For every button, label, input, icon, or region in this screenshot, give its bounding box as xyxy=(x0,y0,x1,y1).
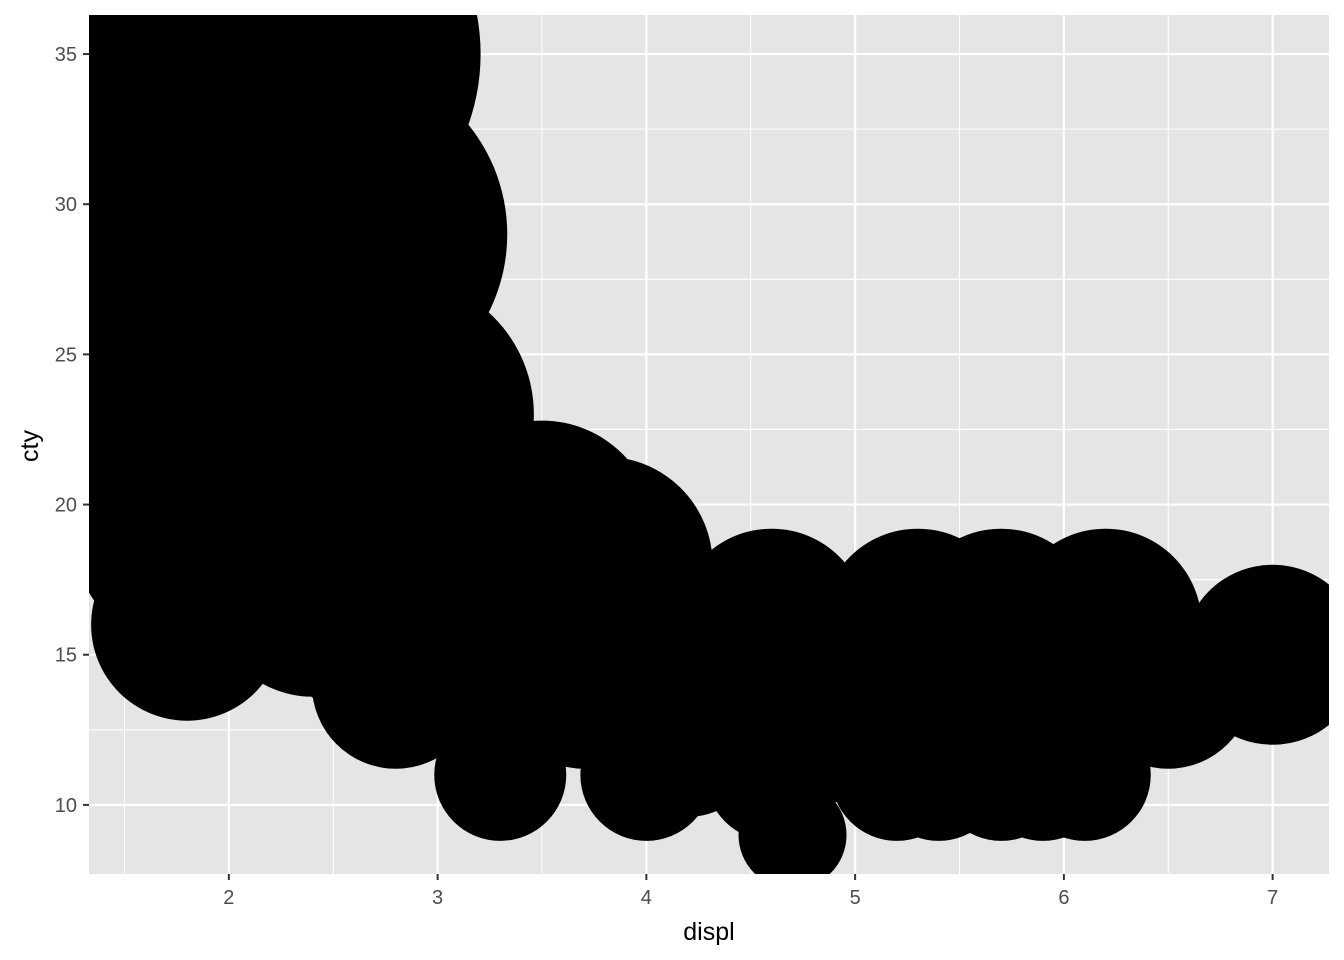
data-points xyxy=(89,15,1329,874)
data-point xyxy=(1182,564,1329,745)
y-tick-label: 25 xyxy=(55,344,77,366)
x-axis: 2 3 4 5 6 7 xyxy=(223,874,1278,909)
x-tick-label: 3 xyxy=(432,887,443,909)
y-tick-label: 15 xyxy=(55,645,77,667)
y-tick-label: 20 xyxy=(55,495,77,517)
x-tick-label: 4 xyxy=(641,887,652,909)
y-tick-label: 10 xyxy=(55,795,77,817)
y-axis-title: cty xyxy=(16,430,44,462)
x-axis-title: displ xyxy=(683,918,734,946)
x-tick-label: 2 xyxy=(223,887,234,909)
x-tick-label: 6 xyxy=(1058,887,1069,909)
x-tick-label: 7 xyxy=(1267,887,1278,909)
y-tick-label: 30 xyxy=(55,194,77,216)
x-tick-label: 5 xyxy=(850,887,861,909)
y-axis: 10 15 20 25 30 35 xyxy=(55,44,89,817)
y-tick-label: 35 xyxy=(55,44,77,66)
